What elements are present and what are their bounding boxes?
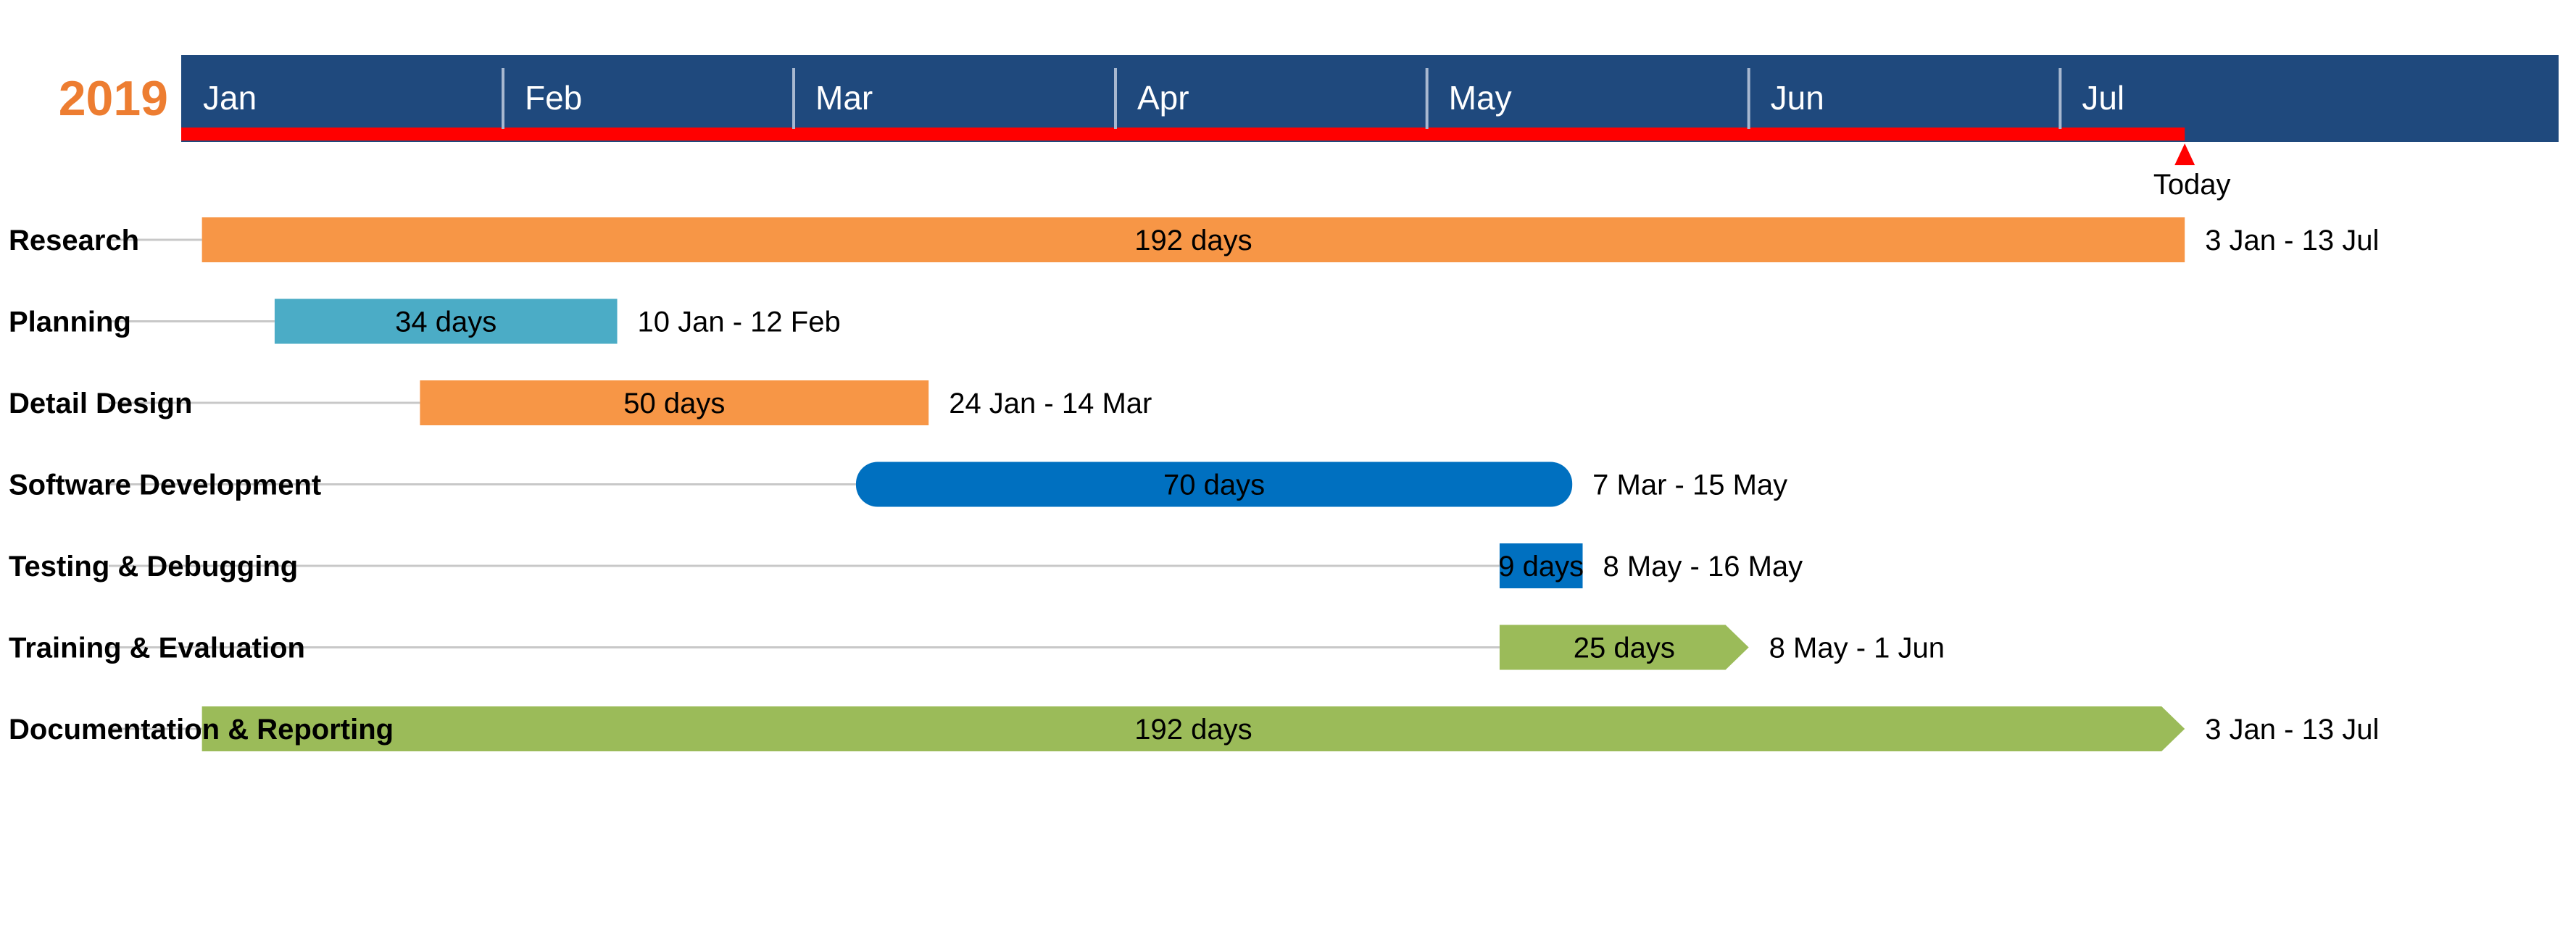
today-progress-bar xyxy=(181,128,2185,141)
task-row-training-and-evaluation: Training & Evaluation 25 days 8 May - 1 Ju… xyxy=(9,625,1945,670)
task-date-label: 3 Jan - 13 Jul xyxy=(2205,714,2379,746)
month-label-feb: Feb xyxy=(525,79,582,117)
today-marker-icon xyxy=(2174,143,2195,165)
task-bar xyxy=(855,462,1573,507)
month-label-jul: Jul xyxy=(2082,79,2124,117)
task-row-documentation-and-reporting: Documentation & Reporting 192 days 3 Jan -… xyxy=(9,706,2379,751)
task-duration-label: 50 days xyxy=(623,388,725,419)
month-label-mar: Mar xyxy=(815,79,873,117)
task-bar xyxy=(201,217,2185,262)
task-date-label: 3 Jan - 13 Jul xyxy=(2205,225,2379,256)
task-duration-label: 25 days xyxy=(1574,633,1675,664)
task-name: Planning xyxy=(9,306,131,338)
task-date-label: 7 Mar - 15 May xyxy=(1592,469,1787,501)
task-rows: Research 192 days 3 Jan - 13 Jul Planning 34… xyxy=(9,217,2379,751)
task-bar xyxy=(201,706,2185,751)
task-name: Detail Design xyxy=(9,388,192,419)
month-label-may: May xyxy=(1449,79,1512,117)
task-duration-label: 192 days xyxy=(1134,714,1252,746)
task-duration-label: 70 days xyxy=(1163,469,1265,501)
task-duration-label: 192 days xyxy=(1134,225,1252,256)
task-bar xyxy=(420,380,929,425)
task-name: Software Development xyxy=(9,469,321,501)
year-label: 2019 xyxy=(59,71,168,126)
task-row-planning: Planning 34 days 10 Jan - 12 Feb xyxy=(9,298,841,344)
task-bar xyxy=(1499,543,1583,588)
task-name: Research xyxy=(9,225,139,256)
month-axis: Jan Feb Mar Apr May Jun Jul xyxy=(203,68,2124,129)
task-date-label: 8 May - 1 Jun xyxy=(1769,633,1945,664)
task-name: Training & Evaluation xyxy=(9,633,305,664)
task-duration-label: 9 days xyxy=(1498,551,1584,583)
task-row-software-development: Software Development 70 days 7 Mar - 15 Ma… xyxy=(9,462,1787,507)
task-row-research: Research 192 days 3 Jan - 13 Jul xyxy=(9,217,2379,262)
task-row-detail-design: Detail Design 50 days 24 Jan - 14 Mar xyxy=(9,380,1152,425)
task-date-label: 8 May - 16 May xyxy=(1603,551,1803,583)
task-bar xyxy=(274,298,618,344)
today-label: Today xyxy=(2153,169,2231,201)
task-name: Documentation & Reporting xyxy=(9,714,394,746)
task-row-testing-and-debugging: Testing & Debugging 9 days 8 May - 16 May xyxy=(9,543,1803,588)
task-name: Testing & Debugging xyxy=(9,551,298,583)
task-date-label: 10 Jan - 12 Feb xyxy=(638,306,841,338)
task-date-label: 24 Jan - 14 Mar xyxy=(949,388,1152,419)
month-label-jun: Jun xyxy=(1771,79,1824,117)
task-bar xyxy=(1499,625,1749,670)
month-label-apr: Apr xyxy=(1137,79,1189,117)
month-label-jan: Jan xyxy=(203,79,257,117)
task-duration-label: 34 days xyxy=(395,306,496,338)
